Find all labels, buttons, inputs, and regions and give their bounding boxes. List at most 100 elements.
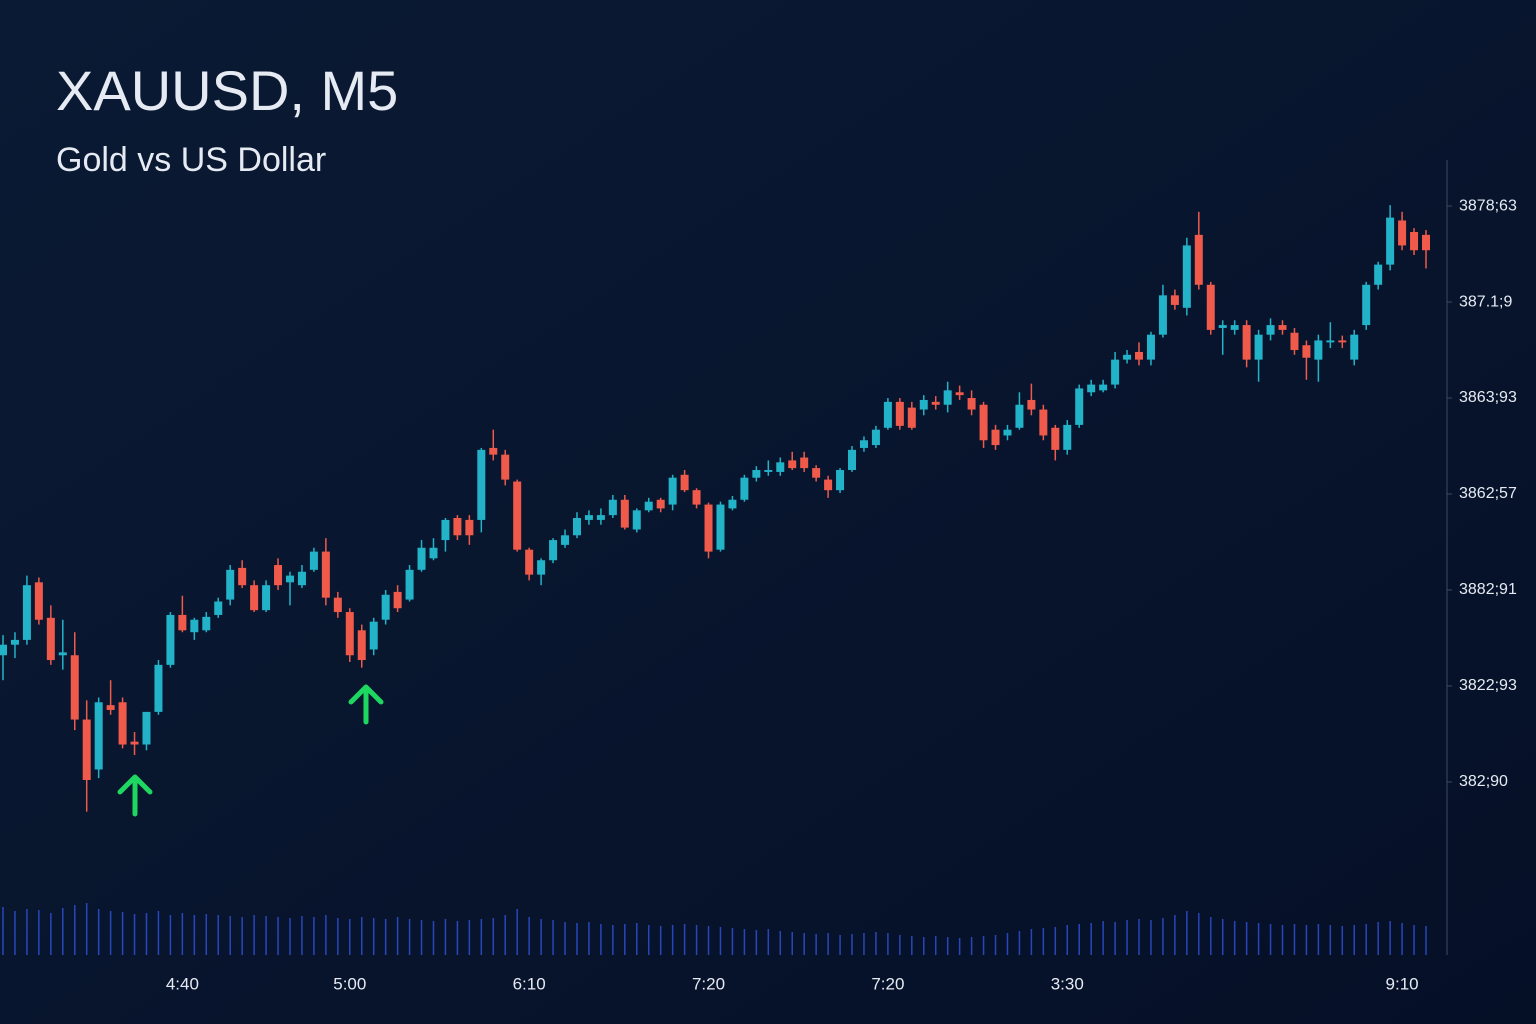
candle-body — [405, 569, 414, 600]
volume-bar — [145, 913, 148, 955]
volume-bar — [540, 919, 542, 955]
candle-body — [596, 515, 605, 520]
volume-bar — [934, 936, 937, 955]
candle-body — [393, 591, 402, 609]
candle-body — [321, 551, 330, 598]
candle-body — [130, 741, 139, 745]
candle-body — [10, 639, 19, 645]
volume-bar — [1162, 918, 1164, 955]
candle-body — [668, 477, 677, 505]
candle-body — [1338, 340, 1347, 343]
volume-bar — [911, 936, 913, 955]
y-tick-label: 3822;93 — [1459, 677, 1517, 694]
candle-body — [549, 540, 558, 561]
candle-body — [1027, 399, 1036, 410]
candle-body — [82, 719, 91, 781]
volume-bar — [1233, 921, 1236, 955]
volume-bar — [1329, 925, 1332, 955]
volume-bar — [1281, 925, 1284, 955]
volume-bar — [970, 937, 973, 955]
volume-bar — [372, 918, 375, 955]
candle-body — [812, 468, 821, 478]
volume-bar — [851, 934, 853, 955]
candle-body — [979, 404, 988, 441]
candle-body — [501, 454, 510, 480]
candle-body — [644, 501, 653, 511]
candle-body — [680, 474, 689, 491]
volume-bar — [1305, 925, 1308, 955]
candle-body — [704, 504, 713, 552]
candle-body — [1194, 234, 1203, 285]
volume-bar — [958, 938, 961, 955]
candle-body — [22, 585, 31, 640]
x-tick-label: 9:10 — [1386, 974, 1419, 993]
candle-body — [1170, 295, 1179, 305]
volume-bar — [432, 921, 435, 955]
candle-body — [1350, 334, 1359, 360]
candle-body — [955, 392, 964, 396]
candle-body — [1206, 284, 1215, 330]
volume-bar — [791, 932, 793, 955]
volume-bar — [301, 916, 303, 955]
volume-bar — [1413, 925, 1415, 955]
volume-bar — [923, 937, 925, 955]
volume-bar — [1138, 919, 1140, 955]
volume-bar — [719, 927, 722, 955]
candle-body — [561, 535, 570, 545]
candle-body — [632, 510, 641, 530]
volume-bar — [576, 923, 578, 955]
volume-bar — [1198, 913, 1200, 955]
x-tick-label: 7:20 — [871, 974, 904, 993]
volume-bar — [289, 918, 291, 955]
candle-body — [776, 462, 785, 472]
candle-body — [489, 447, 498, 455]
volume-bar — [815, 934, 817, 955]
candle-body — [1158, 295, 1167, 335]
volume-bar — [516, 909, 518, 955]
candle-body — [429, 547, 438, 559]
volume-bar — [157, 911, 160, 955]
volume-bar — [456, 921, 459, 955]
candle-body — [1362, 284, 1371, 326]
volume-bar — [624, 924, 626, 955]
volume-bar — [1293, 924, 1296, 955]
volume-bar — [384, 919, 387, 955]
signal-arrow — [117, 684, 384, 817]
candle-body — [369, 621, 378, 650]
candle-body — [262, 585, 271, 611]
candle-body — [740, 477, 749, 500]
volume-bar — [1389, 921, 1391, 955]
volume-bar — [994, 935, 997, 955]
volume-bar — [1126, 920, 1128, 955]
volume-bar — [899, 935, 901, 955]
x-tick-label: 7:20 — [692, 974, 725, 993]
volume-bar — [1078, 924, 1080, 955]
volume-bar — [1401, 923, 1403, 955]
candle-body — [656, 499, 665, 509]
volume-bar — [205, 914, 208, 955]
volume-bar — [1150, 920, 1152, 955]
x-tick-label: 6:10 — [513, 974, 546, 993]
y-tick-label: 3878;63 — [1459, 197, 1517, 214]
candle-body — [1051, 427, 1060, 450]
candle-body — [931, 401, 940, 405]
candle-body — [620, 499, 629, 528]
candle-body — [142, 711, 151, 745]
candle-body — [46, 617, 55, 661]
candle-body — [309, 551, 318, 570]
candle-body — [357, 630, 366, 661]
volume-bar — [133, 914, 136, 955]
volume-bar — [707, 926, 710, 955]
volume-bar — [1102, 921, 1104, 955]
volume-bar — [564, 922, 566, 955]
volume-bar — [767, 929, 770, 955]
volume-bar — [85, 903, 88, 955]
volume-bar — [588, 922, 590, 955]
candle-body — [728, 499, 737, 509]
volume-bar — [241, 917, 243, 955]
y-tick-label: 382;90 — [1459, 773, 1508, 790]
candle-body — [513, 481, 522, 550]
candle-body — [1410, 231, 1419, 251]
